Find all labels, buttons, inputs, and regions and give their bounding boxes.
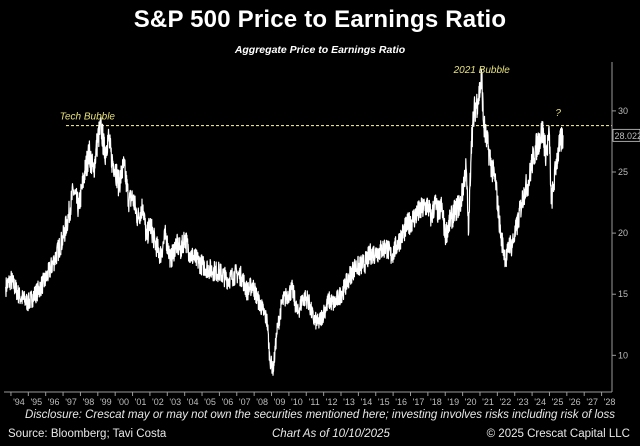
pe-series-line (5, 68, 564, 376)
x-tick-label: '06 (222, 397, 234, 407)
x-tick-label: '27 (586, 397, 598, 407)
x-tick-label: '22 (499, 397, 511, 407)
x-tick-label: '28 (604, 397, 616, 407)
x-tick-label: '95 (30, 397, 42, 407)
x-tick-label: '17 (413, 397, 425, 407)
x-tick-label: '14 (361, 397, 373, 407)
chart-subtitle: Aggregate Price to Earnings Ratio (234, 44, 406, 56)
x-tick-label: '03 (169, 397, 181, 407)
disclosure-text: Disclosure: Crescat may or may not own t… (25, 409, 615, 421)
x-tick-label: '09 (274, 397, 286, 407)
y-tick-label: 10 (618, 350, 628, 360)
annotation-label: ? (555, 108, 561, 119)
x-tick-label: '13 (343, 397, 355, 407)
y-tick-label: 30 (618, 106, 628, 116)
x-tick-label: '10 (291, 397, 303, 407)
x-tick-label: '26 (569, 397, 581, 407)
last-value-label: 28.0224 (615, 131, 640, 141)
x-tick-label: '24 (534, 397, 546, 407)
chart-date-text: Chart As of 10/10/2025 (272, 428, 390, 440)
x-tick-label: '94 (13, 397, 25, 407)
x-tick-label: '11 (309, 397, 320, 407)
x-tick-label: '12 (326, 397, 338, 407)
y-tick-label: 20 (618, 228, 628, 238)
x-tick-label: '18 (430, 397, 442, 407)
chart-title: S&P 500 Price to Earnings Ratio (133, 6, 507, 33)
x-tick-label: '02 (152, 397, 164, 407)
y-tick-label: 25 (618, 167, 628, 177)
x-tick-label: '15 (378, 397, 390, 407)
x-tick-label: '20 (465, 397, 477, 407)
annotation-label: 2021 Bubble (453, 65, 511, 76)
x-tick-label: '04 (187, 397, 199, 407)
x-tick-label: '23 (517, 397, 529, 407)
x-tick-label: '00 (117, 397, 129, 407)
x-tick-label: '05 (204, 397, 216, 407)
x-tick-label: '25 (552, 397, 564, 407)
y-tick-label: 15 (618, 289, 628, 299)
x-tick-label: '21 (482, 397, 494, 407)
x-tick-label: '99 (100, 397, 112, 407)
x-tick-label: '08 (256, 397, 268, 407)
last-value-box (612, 128, 640, 142)
x-tick-label: '16 (395, 397, 407, 407)
annotation-label: Tech Bubble (60, 112, 116, 123)
x-tick-label: '96 (48, 397, 60, 407)
x-tick-label: '19 (447, 397, 459, 407)
source-text: Source: Bloomberg; Tavi Costa (8, 428, 167, 440)
copyright-text: © 2025 Crescat Capital LLC (486, 428, 630, 440)
x-tick-label: '01 (135, 397, 147, 407)
x-tick-label: '07 (239, 397, 251, 407)
x-tick-label: '97 (65, 397, 77, 407)
x-tick-label: '98 (83, 397, 95, 407)
